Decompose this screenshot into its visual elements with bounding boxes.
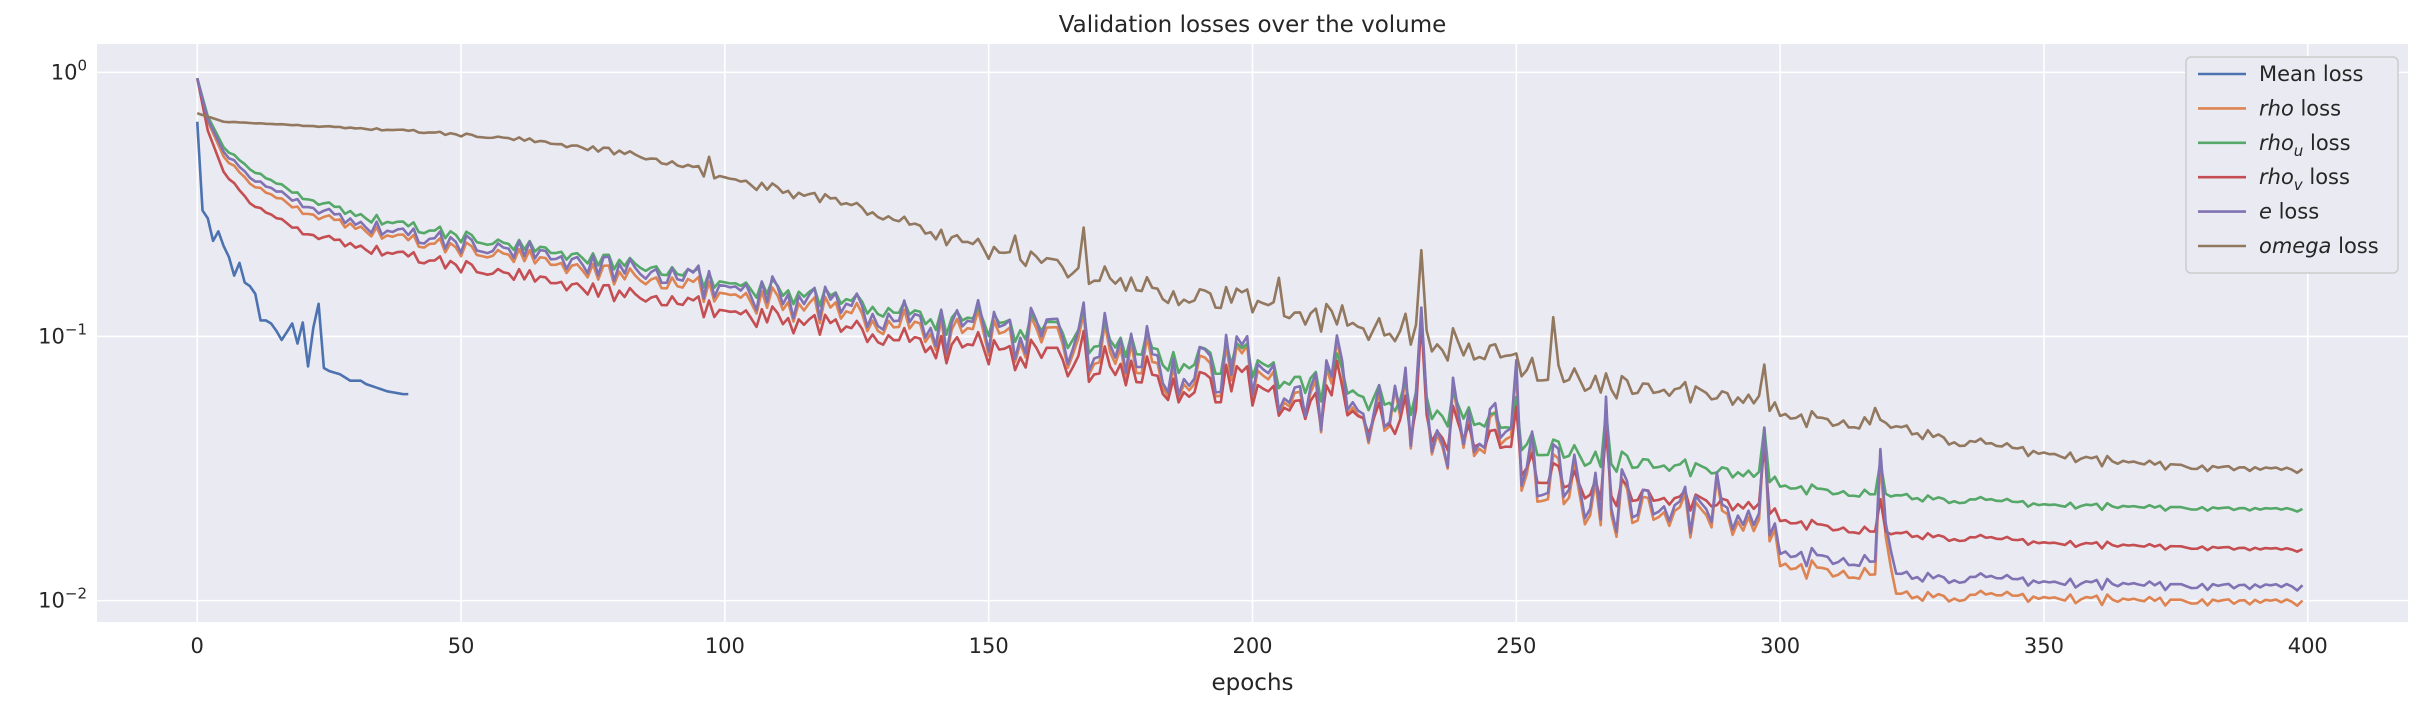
x-tick-label: 400 xyxy=(2288,634,2328,658)
legend-label: omega loss xyxy=(2259,234,2379,258)
x-tick-label: 300 xyxy=(1760,634,1800,658)
x-tick-label: 0 xyxy=(191,634,204,658)
y-tick-label: 100 xyxy=(51,56,87,84)
series-layer xyxy=(195,77,2304,608)
x-tick-label: 100 xyxy=(705,634,745,658)
legend-box xyxy=(2185,56,2399,274)
y-tick-label: 10−2 xyxy=(38,585,87,613)
y-tick-label: 10−1 xyxy=(38,320,87,348)
legend-label: rhou loss xyxy=(2259,131,2351,160)
legend-label: e loss xyxy=(2259,200,2319,224)
x-tick-label: 200 xyxy=(1232,634,1272,658)
series-line xyxy=(195,77,2304,592)
x-axis-ticks: 0 50 100 150 200 250 300 350 400 xyxy=(191,634,2328,658)
x-tick-label: 250 xyxy=(1496,634,1536,658)
legend: Mean loss rho loss rhou loss rhov loss e los… xyxy=(2185,56,2399,274)
legend-label: rho loss xyxy=(2259,96,2341,120)
x-axis-label: epochs xyxy=(1211,670,1293,696)
x-tick-label: 150 xyxy=(969,634,1009,658)
series-line xyxy=(196,112,2304,475)
chart-title: Validation losses over the volume xyxy=(1059,12,1447,38)
series-line xyxy=(195,77,2304,553)
series-line xyxy=(195,121,409,396)
x-tick-label: 350 xyxy=(2024,634,2064,658)
legend-label: rhov loss xyxy=(2259,165,2350,194)
y-axis-ticks: 100 10−1 10−2 xyxy=(38,56,87,612)
x-tick-label: 50 xyxy=(448,634,475,658)
legend-label: Mean loss xyxy=(2259,62,2363,86)
